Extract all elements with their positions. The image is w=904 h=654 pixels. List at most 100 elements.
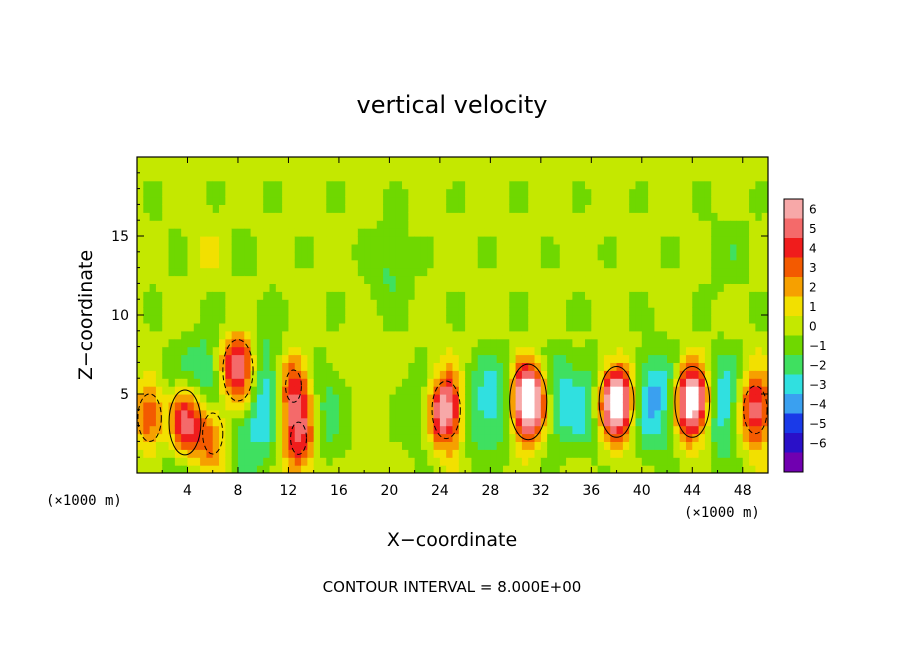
field-cell [187, 243, 195, 253]
field-cell [357, 212, 365, 221]
field-cell [263, 212, 271, 221]
field-cell [389, 267, 397, 277]
field-cell [200, 283, 208, 292]
field-cell [698, 251, 706, 261]
field-cell [490, 267, 498, 277]
field-cell [502, 172, 510, 182]
field-cell [149, 236, 157, 245]
field-cell [711, 259, 719, 269]
field-cell [515, 204, 523, 213]
field-cell [730, 354, 738, 363]
field-cell [736, 386, 744, 395]
field-cell [458, 267, 466, 277]
field-cell [635, 196, 643, 205]
field-cell [395, 172, 403, 182]
field-cell [547, 196, 555, 205]
field-cell [155, 457, 163, 466]
field-cell [477, 157, 485, 166]
field-cell [288, 330, 296, 340]
field-cell [187, 394, 195, 403]
field-cell [723, 362, 731, 371]
field-cell [282, 212, 290, 221]
field-cell [660, 196, 668, 205]
field-cell [263, 417, 271, 427]
field-cell [660, 251, 668, 261]
field-cell [338, 441, 346, 450]
field-cell [168, 243, 176, 253]
field-cell [256, 196, 264, 205]
field-cell [471, 394, 479, 403]
field-cell [168, 354, 176, 363]
field-cell [313, 228, 321, 237]
field-cell [528, 204, 536, 213]
field-cell [433, 409, 441, 419]
field-cell [730, 449, 738, 458]
field-cell [610, 425, 618, 435]
field-cell [641, 267, 649, 277]
field-cell [439, 164, 447, 174]
field-cell [200, 315, 208, 324]
field-cell [168, 299, 176, 308]
field-cell [376, 220, 384, 229]
field-cell [193, 196, 201, 205]
field-cell [231, 354, 239, 363]
field-cell [137, 433, 144, 442]
field-cell [383, 362, 390, 371]
field-cell [137, 188, 144, 198]
field-cell [364, 267, 372, 277]
field-cell [162, 378, 170, 387]
field-cell [736, 449, 744, 458]
field-cell [244, 401, 252, 411]
field-cell [383, 449, 390, 458]
field-cell [275, 465, 283, 473]
field-cell [667, 417, 674, 427]
field-cell [490, 322, 498, 332]
field-cell [578, 228, 586, 237]
field-cell [231, 291, 239, 300]
field-cell [370, 330, 378, 340]
field-cell [427, 441, 435, 450]
field-cell [137, 243, 144, 253]
field-cell [654, 228, 662, 237]
field-cell [679, 338, 687, 348]
field-cell [263, 259, 271, 269]
field-cell [408, 449, 416, 458]
field-cell [200, 299, 208, 308]
colorbar-swatch [784, 238, 803, 258]
field-cell [553, 409, 561, 419]
field-cell [578, 180, 586, 190]
field-cell [364, 330, 372, 340]
field-cell [345, 465, 353, 473]
field-cell [219, 267, 226, 277]
field-cell [433, 457, 441, 466]
field-cell [319, 307, 327, 316]
field-cell [490, 409, 498, 419]
field-cell [597, 330, 605, 340]
field-cell [149, 433, 157, 442]
field-cell [155, 228, 163, 237]
field-cell [313, 220, 321, 229]
field-cell [502, 322, 510, 332]
field-cell [433, 401, 441, 411]
field-cell [502, 259, 510, 269]
field-cell [332, 196, 340, 205]
field-cell [654, 299, 662, 308]
field-cell [332, 354, 340, 363]
field-cell [629, 196, 637, 205]
field-cell [275, 441, 283, 450]
field-cell [496, 212, 504, 221]
field-cell [345, 370, 353, 379]
field-cell [685, 204, 693, 213]
field-cell [736, 157, 744, 166]
field-cell [389, 307, 397, 316]
field-cell [559, 362, 567, 371]
field-cell [566, 299, 573, 308]
field-cell [345, 338, 353, 348]
field-cell [395, 378, 403, 387]
field-cell [269, 433, 277, 442]
field-cell [212, 196, 220, 205]
field-cell [641, 275, 649, 284]
field-cell [490, 196, 498, 205]
field-cell [427, 378, 435, 387]
field-cell [477, 354, 485, 363]
